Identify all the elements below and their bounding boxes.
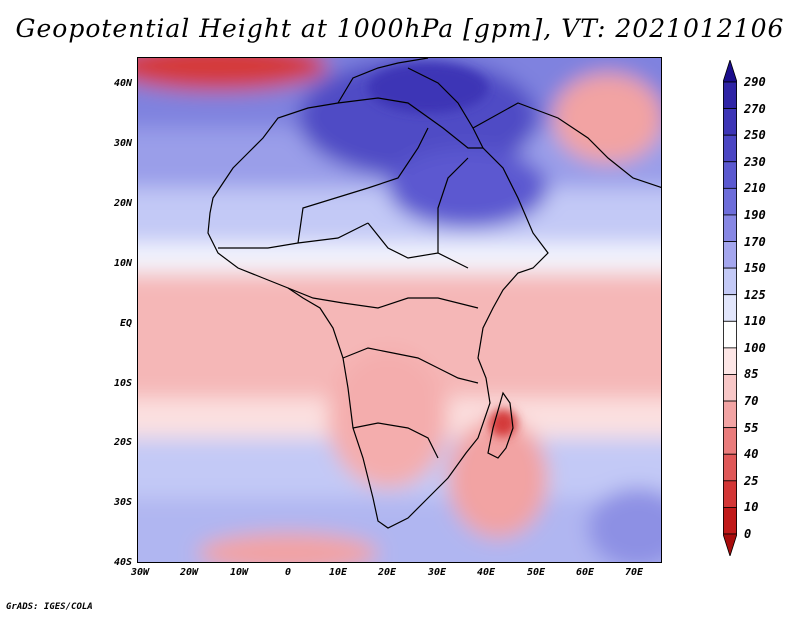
map-panel[interactable]: [137, 57, 662, 563]
colorbar-label: 40: [744, 447, 759, 462]
height-field: [138, 58, 661, 562]
lon-label: 70E: [624, 567, 644, 578]
colorbar-segment: [723, 267, 737, 296]
colorbar-label: 290: [744, 75, 766, 89]
credit-footer: GrADS: IGES/COLA: [6, 602, 93, 612]
lon-label: 50E: [526, 567, 546, 578]
lat-label: 40S: [113, 557, 132, 568]
colorbar-label: 85: [744, 367, 759, 382]
map-title: Geopotential Height at 1000hPa [gpm], VT…: [15, 14, 785, 43]
colorbar-label: 10: [744, 500, 759, 515]
colorbar-segment: [723, 320, 737, 349]
colorbar-segment: [723, 533, 737, 556]
colorbar-label: 250: [744, 128, 766, 143]
lon-label: 40E: [476, 567, 496, 578]
colorbar-segment: [723, 400, 737, 429]
colorbar-segment: [723, 374, 737, 402]
colorbar-label: 150: [744, 261, 766, 276]
lon-label: 30W: [130, 567, 150, 578]
colorbar-label: 125: [744, 287, 766, 302]
colorbar-label: 110: [744, 314, 766, 329]
colorbar-segment: [723, 507, 737, 535]
colorbar-label: 230: [744, 154, 766, 169]
colorbar-label: 70: [744, 394, 759, 409]
colorbar-segment: [723, 108, 737, 136]
colorbar-segment: [723, 427, 737, 455]
colorbar-segment: [723, 81, 737, 109]
lat-label: 10S: [113, 378, 132, 389]
colorbar-label: 0: [744, 527, 752, 541]
colorbar-label: 170: [744, 234, 766, 249]
colorbar-segment: [723, 60, 737, 83]
colorbar-segment: [723, 480, 737, 508]
lat-label: 20S: [113, 437, 132, 448]
lon-label: 20W: [179, 567, 199, 578]
colorbar-segment: [723, 453, 737, 482]
lat-label: 30N: [113, 138, 132, 149]
colorbar-label: 270: [744, 101, 766, 116]
colorbar-label: 190: [744, 207, 766, 222]
lon-label: 10E: [328, 567, 348, 578]
colorbar-segment: [723, 241, 737, 269]
lon-label: 30E: [427, 567, 447, 578]
colorbar: [723, 60, 737, 556]
lat-label: 40N: [113, 78, 132, 89]
lon-label: 10W: [229, 567, 249, 578]
lat-label: 10N: [113, 258, 132, 269]
colorbar-segment: [723, 134, 737, 163]
colorbar-label: 25: [744, 473, 759, 488]
lon-label: 20E: [377, 567, 397, 578]
colorbar-segment: [723, 161, 737, 189]
lon-label: 60E: [575, 567, 595, 578]
colorbar-label: 55: [744, 420, 759, 435]
lat-label: 20N: [113, 198, 132, 209]
colorbar-segment: [723, 294, 737, 322]
coastline: [207, 58, 661, 529]
colorbar-label: 210: [744, 181, 766, 196]
lat-label: EQ: [119, 318, 132, 329]
colorbar-label: 100: [744, 340, 766, 355]
colorbar-segment: [723, 187, 737, 216]
colorbar-segment: [723, 347, 737, 375]
colorbar-segment: [723, 214, 737, 242]
lon-label: 0: [284, 567, 292, 578]
lat-label: 30S: [113, 497, 132, 508]
